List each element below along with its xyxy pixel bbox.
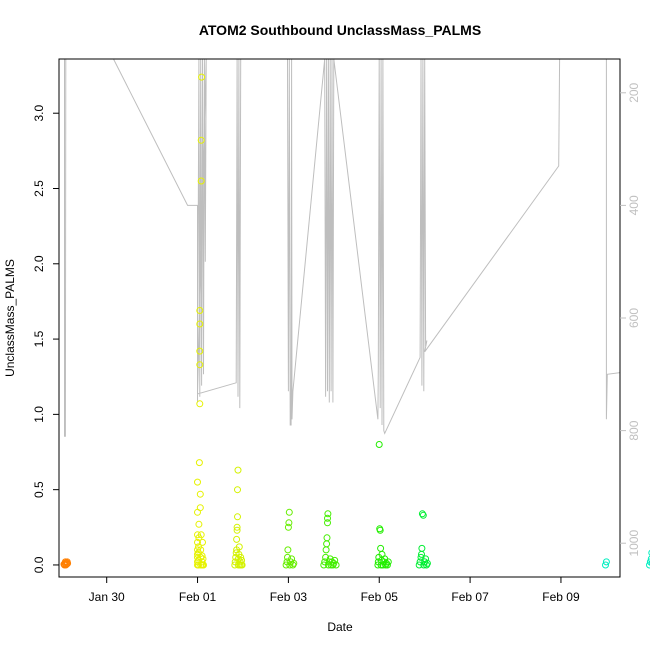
data-point	[324, 519, 331, 527]
data-point	[322, 553, 330, 561]
data-point	[646, 558, 650, 566]
data-point	[602, 561, 609, 569]
data-point	[197, 177, 205, 185]
data-point	[196, 504, 204, 512]
data-point	[199, 538, 206, 546]
data-point	[375, 441, 383, 448]
right-tick-label: 200	[627, 82, 641, 102]
data-point	[332, 561, 340, 569]
data-point	[197, 136, 205, 144]
right-tick-label: 600	[627, 308, 641, 328]
data-point	[286, 561, 294, 569]
data-point	[196, 307, 204, 314]
data-point	[200, 561, 207, 569]
data-point	[196, 320, 204, 328]
right-axis: 200 400 600 800 1000	[620, 82, 641, 557]
y-tick-label: 2.5	[32, 180, 46, 197]
x-tick-label: Feb 05	[361, 590, 399, 604]
data-point	[374, 561, 382, 569]
data-point	[195, 459, 203, 467]
data-point	[284, 546, 292, 554]
data-point	[234, 466, 242, 474]
data-point	[237, 553, 245, 561]
data-point	[648, 549, 650, 556]
profile-line	[63, 59, 620, 437]
data-point	[235, 543, 243, 551]
data-point	[415, 561, 423, 569]
data-point	[196, 400, 204, 408]
data-point	[384, 558, 392, 566]
chart-title: ATOM2 Southbound UnclassMass_PALMS	[199, 22, 481, 38]
data-point	[320, 561, 328, 569]
data-point	[196, 361, 204, 369]
right-tick-label: 400	[627, 195, 641, 215]
plot-frame	[58, 58, 621, 578]
points-layer	[60, 73, 650, 569]
data-point	[60, 560, 68, 568]
x-tick-label: Jan 30	[89, 590, 125, 604]
right-tick-label: 1000	[627, 530, 641, 557]
y-tick-label: 1.0	[32, 406, 46, 423]
y-tick-label: 1.5	[32, 330, 46, 347]
data-point	[647, 555, 650, 563]
data-point	[376, 526, 384, 534]
data-point	[379, 561, 387, 569]
data-point	[233, 535, 241, 543]
x-tick-label: Feb 09	[542, 590, 580, 604]
data-point	[233, 523, 241, 531]
data-point	[194, 546, 201, 554]
data-point	[196, 490, 204, 498]
data-point	[285, 508, 293, 516]
data-point	[323, 534, 331, 542]
x-axis-label: Date	[327, 620, 353, 634]
data-point	[284, 523, 292, 531]
data-point	[196, 347, 204, 355]
data-point	[238, 561, 246, 569]
y-tick-label: 0.5	[32, 481, 46, 498]
data-point	[238, 556, 246, 564]
right-tick-label: 800	[627, 420, 641, 440]
y-tick-label: 2.0	[32, 255, 46, 272]
x-tick-label: Feb 03	[270, 590, 308, 604]
data-point	[285, 519, 293, 527]
y-tick-label: 0.0	[32, 556, 46, 573]
data-point	[64, 559, 72, 567]
y-axis-label: UnclassMass_PALMS	[3, 259, 17, 377]
data-point	[648, 560, 650, 567]
data-point	[418, 510, 426, 518]
data-point	[194, 538, 201, 546]
profile-line-layer	[63, 59, 620, 437]
data-point	[417, 553, 425, 561]
data-point	[284, 553, 291, 561]
x-tick-label: Feb 07	[451, 590, 489, 604]
data-point	[423, 559, 431, 567]
data-point	[233, 526, 241, 534]
x-axis: Jan 30 Feb 01 Feb 03 Feb 05 Feb 07 Feb 09	[89, 577, 580, 604]
data-point	[290, 559, 298, 567]
data-point	[420, 561, 428, 569]
data-point	[602, 558, 610, 566]
data-point	[419, 511, 427, 519]
data-point	[195, 520, 203, 528]
data-point	[194, 478, 201, 486]
y-tick-label: 3.0	[32, 105, 46, 122]
data-point	[234, 486, 241, 494]
data-point	[324, 514, 331, 522]
data-point	[198, 552, 206, 560]
data-point	[383, 561, 391, 569]
x-tick-label: Feb 01	[179, 590, 217, 604]
data-point	[198, 73, 206, 81]
data-point	[418, 544, 426, 552]
y-axis: 0.0 0.5 1.0 1.5 2.0 2.5 3.0	[32, 105, 59, 573]
data-point	[323, 540, 331, 548]
data-point	[377, 544, 385, 552]
data-point	[234, 513, 241, 521]
data-point	[331, 556, 339, 564]
data-point	[197, 531, 205, 539]
data-point	[322, 546, 330, 554]
data-point	[324, 510, 332, 518]
